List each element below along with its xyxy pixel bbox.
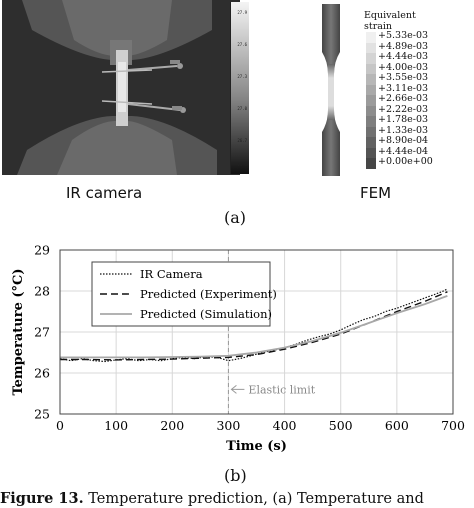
figure-caption: Figure 13. Temperature prediction, (a) T… bbox=[0, 490, 474, 507]
legend-entry: +5.33e-03 bbox=[378, 30, 429, 41]
legend-series-label: Predicted (Experiment) bbox=[140, 287, 277, 301]
legend-series-label: Predicted (Simulation) bbox=[140, 307, 272, 321]
panel-a-label: (a) bbox=[224, 208, 247, 227]
fem-strain-legend: Equivalent strain +5.33e-03 +4.89e-03 +4.4… bbox=[364, 10, 464, 169]
y-tick-label: 25 bbox=[34, 407, 50, 422]
x-axis-label: Time (s) bbox=[226, 439, 287, 454]
legend-swatch bbox=[366, 147, 376, 158]
legend-entry: +2.66e-03 bbox=[378, 93, 429, 104]
figure-number: Figure 13. bbox=[0, 490, 84, 507]
legend-box bbox=[91, 261, 271, 327]
chart-ticks: 0 100 200 300 400 500 600 700 25 26 27 28 29 bbox=[34, 243, 465, 434]
legend-entry: +4.44e-03 bbox=[378, 51, 429, 62]
legend-entry: +2.22e-03 bbox=[378, 103, 429, 115]
legend-entry: +0.00e+00 bbox=[378, 156, 433, 167]
legend-entry: +4.00e-03 bbox=[378, 61, 429, 73]
x-tick-label: 100 bbox=[104, 418, 128, 433]
legend-swatch bbox=[366, 137, 376, 148]
legend-entry: +1.78e-03 bbox=[378, 114, 429, 125]
legend-swatch bbox=[366, 105, 376, 116]
legend-entry: +1.33e-03 bbox=[378, 124, 429, 136]
legend-swatch bbox=[366, 126, 376, 137]
y-tick-label: 28 bbox=[34, 284, 50, 299]
fem-label: FEM bbox=[360, 184, 392, 202]
legend-series-label: IR Camera bbox=[140, 267, 203, 281]
ir-camera-image bbox=[2, 0, 240, 175]
legend-title-line1: Equivalent bbox=[364, 10, 416, 21]
chart-legend: IR Camera Predicted (Experiment) Predicted… bbox=[91, 261, 277, 327]
series-line-dotted bbox=[59, 288, 448, 363]
x-tick-label: 400 bbox=[273, 418, 297, 433]
legend-swatch bbox=[366, 32, 376, 43]
series-line-solid-gray bbox=[60, 295, 448, 359]
legend-swatch bbox=[366, 95, 376, 106]
x-tick-label: 700 bbox=[441, 418, 465, 433]
legend-color-scale bbox=[366, 32, 376, 169]
x-tick-label: 300 bbox=[216, 418, 240, 433]
y-tick-label: 26 bbox=[34, 366, 50, 381]
ir-camera-scene bbox=[2, 0, 240, 175]
panel-b-label: (b) bbox=[224, 466, 247, 485]
x-tick-label: 0 bbox=[56, 418, 64, 433]
fem-specimen bbox=[322, 4, 340, 176]
legend-entry: +4.44e-04 bbox=[378, 145, 429, 157]
legend-swatch bbox=[366, 158, 376, 169]
legend-entry: +8.90e-04 bbox=[378, 135, 429, 146]
legend-swatch bbox=[366, 116, 376, 127]
legend-entry: +3.55e-03 bbox=[378, 72, 429, 83]
chart-series bbox=[59, 288, 448, 363]
legend-title: Equivalent strain bbox=[364, 10, 464, 32]
legend-swatch bbox=[366, 74, 376, 85]
temperature-chart: Elastic limit 0 100 200 300 400 500 600 700 25 26… bbox=[11, 243, 465, 455]
series-line-dashed bbox=[60, 291, 448, 361]
legend-title-line2: strain bbox=[364, 21, 393, 32]
y-tick-label: 27 bbox=[34, 325, 50, 340]
elastic-limit-annotation: Elastic limit bbox=[227, 250, 316, 414]
ir-camera-label: IR camera bbox=[66, 184, 143, 202]
plot-frame bbox=[59, 249, 454, 415]
y-tick-label: 29 bbox=[34, 243, 50, 258]
elastic-limit-text: Elastic limit bbox=[248, 383, 315, 396]
ir-colorbar: 27.9 27.6 27.3 27.0 26.7 26.5 bbox=[230, 2, 249, 174]
x-tick-label: 200 bbox=[160, 418, 184, 433]
y-axis-label: Temperature (°C) bbox=[11, 268, 26, 395]
legend-entry: +4.89e-03 bbox=[378, 40, 429, 52]
legend-swatch bbox=[366, 53, 376, 64]
legend-swatch bbox=[366, 42, 376, 53]
legend-entry: +3.11e-03 bbox=[378, 82, 429, 94]
legend-swatch bbox=[366, 63, 376, 74]
legend-swatch bbox=[366, 84, 376, 95]
elastic-limit-arrow bbox=[230, 385, 245, 394]
figure-caption-text: Temperature prediction, (a) Temperature … bbox=[83, 491, 424, 507]
x-tick-label: 600 bbox=[385, 418, 409, 433]
x-tick-label: 500 bbox=[329, 418, 353, 433]
